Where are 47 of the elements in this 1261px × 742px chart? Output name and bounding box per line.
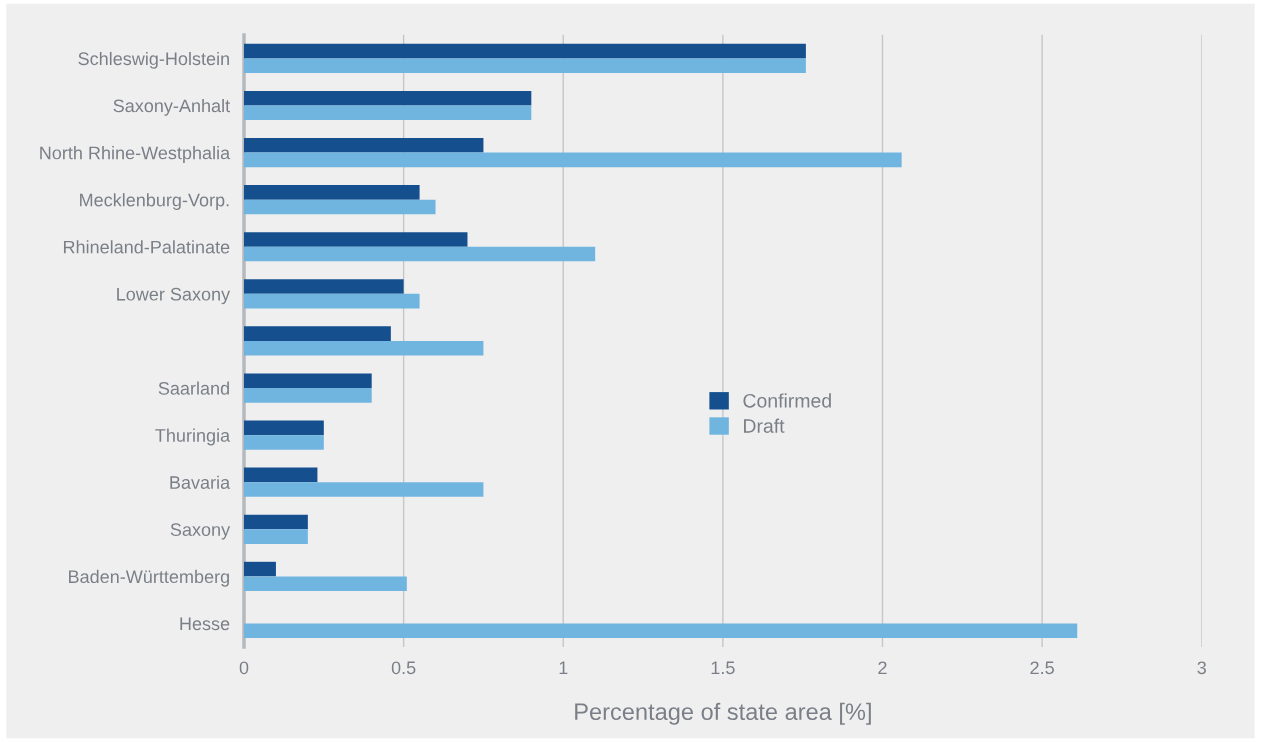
bar [244,279,404,294]
x-tick-label: 2.5 [1030,661,1054,675]
bar [244,232,468,247]
legend-label: Draft [744,418,785,433]
bar [244,420,324,436]
bar [244,58,806,74]
y-tick-label: Rhineland-Palatinate [63,240,230,254]
y-tick-label: Mecklenburg-Vorp. [80,193,229,210]
x-tick-label: 0.5 [391,661,416,675]
y-tick-label: Schleswig-Holstein [78,51,229,69]
x-tick-label: 2 [878,661,887,674]
x-tick-label: 1 [559,661,568,674]
bar [244,561,276,577]
bar [244,293,420,309]
bar [244,623,1078,639]
x-axis-title: Percentage of state area [%] [575,702,871,725]
x-tick-label: 0 [239,661,249,675]
y-tick-label: Baden-Württemberg [69,569,229,587]
bar [244,185,420,200]
y-tick-label: Saxony-Anhalt [113,98,230,116]
bar [244,326,391,341]
bar [244,529,308,544]
bar [244,199,436,215]
y-tick-label: Thuringia [155,428,231,446]
y-tick-label: Bavaria [170,475,231,489]
y-tick-label: North Rhine-Westphalia [40,146,231,163]
bar [244,373,372,389]
bar [244,482,484,497]
bar [244,340,484,356]
bar [244,246,596,262]
y-tick-label: Hesse [180,617,230,631]
bar [244,467,318,483]
legend-label: Confirmed [743,393,831,408]
y-tick-label: Saxony [170,523,231,540]
x-tick-label: 3 [1197,661,1206,675]
bar [244,43,806,59]
bar [244,514,308,530]
bar [244,388,372,403]
y-tick-label: Saarland [158,381,229,395]
bar [244,105,532,121]
bar [244,90,532,106]
y-tick-label: Lower Saxony [117,287,231,305]
bar [244,152,902,168]
bar [244,576,407,591]
bar [244,435,324,450]
bar [244,138,484,153]
x-tick-label: 1.5 [711,661,735,675]
